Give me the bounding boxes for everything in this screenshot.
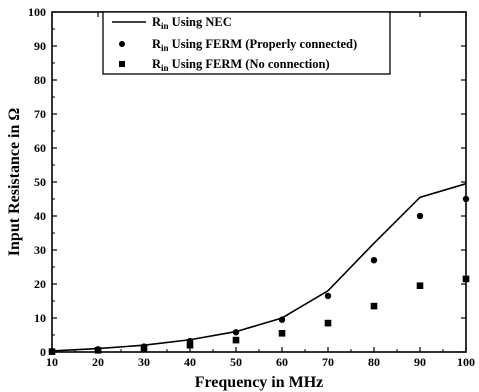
ferm-no-connection-point xyxy=(324,319,332,327)
ferm-no-connection-point xyxy=(462,275,470,283)
y-tick-label: 0 xyxy=(40,345,46,359)
y-tick-label: 80 xyxy=(34,73,46,87)
y-tick-label: 30 xyxy=(34,243,46,257)
y-tick-label: 100 xyxy=(28,5,46,19)
x-tick-label: 90 xyxy=(414,355,426,369)
y-tick-label: 70 xyxy=(34,107,46,121)
ferm-connected-point xyxy=(462,195,470,203)
ferm-no-connection-point xyxy=(140,345,148,352)
y-tick-label: 20 xyxy=(34,277,46,291)
y-tick-label: 60 xyxy=(34,141,46,155)
x-tick-label: 40 xyxy=(184,355,196,369)
legend: Rin Using NEC Rin Using FERM (Properly co… xyxy=(102,11,391,75)
ferm-no-connection-point xyxy=(94,347,102,354)
ferm-no-connection-point xyxy=(186,341,194,349)
ferm-no-connection-point xyxy=(370,302,378,310)
ferm-connected-point xyxy=(324,292,332,300)
ferm-no-connection-point xyxy=(416,282,424,289)
ferm-no-connection-point xyxy=(232,336,240,344)
x-axis-title: Frequency in MHz xyxy=(195,374,324,391)
legend-entry-label: Rin Using NEC xyxy=(152,15,232,31)
x-tick-label: 50 xyxy=(230,355,242,369)
x-tick-label: 100 xyxy=(457,355,475,369)
x-tick-label: 10 xyxy=(46,355,58,369)
y-tick-label: 10 xyxy=(34,311,46,325)
legend-square-swatch xyxy=(119,61,125,67)
ferm-no-connection-point xyxy=(48,348,56,355)
legend-circle-swatch xyxy=(119,41,125,47)
y-axis-title: Input Resistance in Ω xyxy=(6,108,23,257)
legend-entry-label: Rin Using FERM (Properly connected) xyxy=(152,37,357,53)
ferm-connected-point xyxy=(416,212,424,220)
y-tick-label: 40 xyxy=(34,209,46,223)
x-tick-label: 80 xyxy=(368,355,380,369)
ferm-no-connection-point xyxy=(278,330,286,337)
nec-series-line xyxy=(51,182,467,352)
series-group xyxy=(48,182,470,355)
legend-entry-label: Rin Using FERM (No connection) xyxy=(152,57,330,73)
ferm-connected-point xyxy=(370,257,378,264)
ferm-connected-point xyxy=(232,329,240,336)
x-tick-label: 60 xyxy=(276,355,288,369)
ferm-connected-point xyxy=(278,316,286,323)
y-tick-label: 90 xyxy=(34,39,46,53)
legend-box xyxy=(102,11,391,75)
x-tick-label: 70 xyxy=(322,355,334,369)
y-tick-label: 50 xyxy=(34,175,46,189)
x-tick-label: 30 xyxy=(138,355,150,369)
x-tick-label: 20 xyxy=(92,355,104,369)
